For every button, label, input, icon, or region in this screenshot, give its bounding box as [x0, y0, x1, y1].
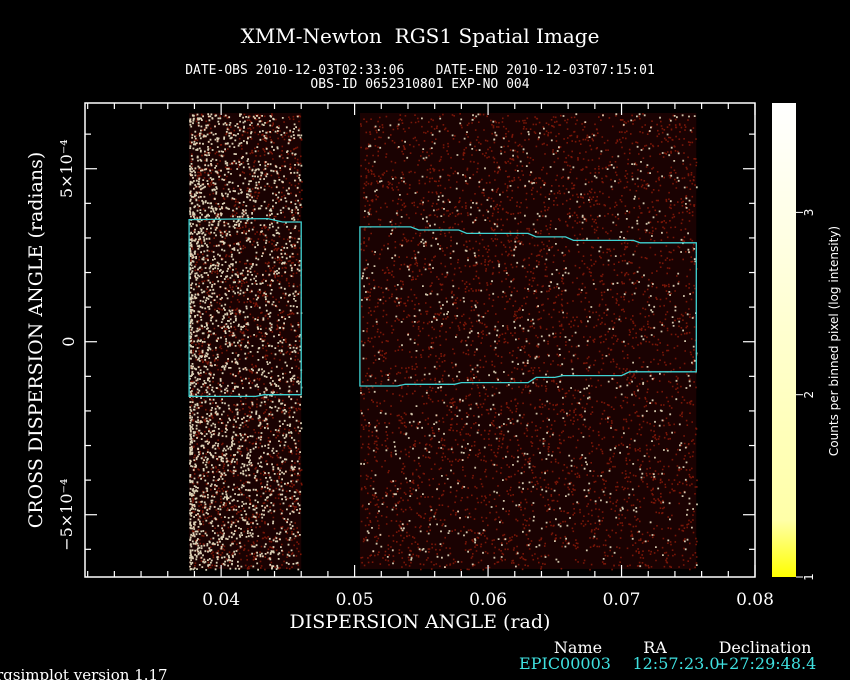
colorbar-tick-label: 3: [802, 209, 816, 217]
colorbar: [772, 103, 796, 577]
chart-subtitle-dates: DATE-OBS 2010-12-03T02:33:06 DATE-END 20…: [185, 63, 655, 78]
data-strip-2: [359, 113, 698, 571]
source-header-name: Name: [554, 638, 602, 657]
bright-pixels: [189, 113, 303, 571]
x-axis-ticks: 0.04 0.05 0.06 0.07 0.08: [87, 103, 774, 610]
colorbar-tick-label: 1: [802, 573, 816, 581]
y-axis-label: CROSS DISPERSION ANGLE (radians): [25, 152, 47, 528]
x-tick-label: 0.07: [603, 590, 641, 610]
chart-subtitle-obsid: OBS-ID 0652310801 EXP-NO 004: [310, 77, 529, 92]
x-axis-label: DISPERSION ANGLE (rad): [290, 611, 551, 633]
version-footer: rgsimplot version 1.17: [0, 666, 168, 680]
pixel-data-layer: [189, 113, 698, 571]
colorbar-label: Counts per binned pixel (log intensity): [827, 226, 841, 456]
y-axis-ticks: 5×10⁻⁴ 0 −5×10⁻⁴: [57, 133, 755, 551]
y-tick-label: 5×10⁻⁴: [57, 139, 76, 198]
source-ra: 12:57:23.0: [632, 654, 719, 673]
source-name: EPIC00003: [519, 654, 611, 673]
x-tick-label: 0.06: [469, 590, 507, 610]
plot-frame: [84, 102, 756, 578]
y-tick-label: 0: [59, 337, 78, 347]
source-header-dec: Declination: [719, 638, 812, 657]
colorbar-ticks: 1 2 3: [796, 209, 816, 581]
colorbar-tick-label: 2: [802, 391, 816, 399]
data-strip-1: [189, 113, 303, 571]
source-header-ra: RA: [643, 638, 667, 657]
x-tick-label: 0.08: [736, 590, 774, 610]
strip-background: [359, 113, 697, 569]
source-dec: +27:29:48.4: [716, 654, 817, 673]
extraction-region-2: [359, 226, 697, 387]
noise-pixels: [360, 113, 698, 571]
strip-background: [189, 113, 302, 569]
extraction-regions: [188, 217, 697, 398]
x-tick-label: 0.04: [202, 590, 240, 610]
chart-title: XMM-Newton RGS1 Spatial Image: [241, 24, 600, 48]
y-tick-label: −5×10⁻⁴: [57, 479, 76, 551]
x-tick-label: 0.05: [336, 590, 374, 610]
extraction-region-1: [188, 217, 302, 398]
